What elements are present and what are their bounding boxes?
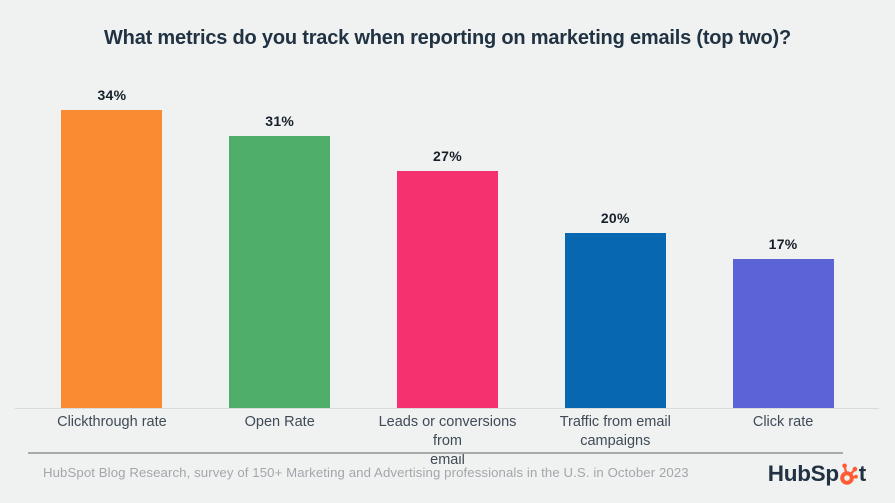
bar-value-label: 34%: [97, 87, 127, 104]
bar-group: 20%: [531, 75, 699, 408]
category-label: Clickthrough rate: [57, 414, 167, 430]
hubspot-sprocket-icon: [840, 463, 859, 485]
x-axis-labels: Clickthrough rate Open Rate Leads or conve…: [28, 413, 867, 470]
category-label: Leads or conversions from email: [378, 414, 517, 469]
bar: [229, 136, 331, 408]
bar-group: 34%: [28, 75, 196, 408]
bar-value-label: 17%: [768, 236, 798, 253]
bar-plot-area: 34% 31% 27% 20% 17%: [28, 75, 867, 408]
category-label: Open Rate: [244, 414, 315, 430]
bar-group: 31%: [196, 75, 364, 408]
source-note: HubSpot Blog Research, survey of 150+ Ma…: [43, 465, 689, 480]
bar-value-label: 27%: [433, 148, 462, 165]
bar-value-label: 31%: [265, 113, 295, 130]
logo-text-before: HubSp: [767, 461, 839, 486]
bar: [396, 171, 498, 408]
category-label: Click rate: [752, 414, 814, 430]
bar-value-label: 20%: [600, 209, 630, 226]
bar-group: 17%: [699, 75, 867, 408]
bar: [564, 232, 666, 408]
hubspot-logo: HubSp t: [767, 461, 867, 487]
category-label: Traffic from email campaigns: [559, 414, 671, 450]
logo-text-after: t: [858, 461, 867, 486]
chart-title: What metrics do you track when reporting…: [104, 27, 791, 49]
footer-divider: [28, 452, 843, 454]
bar: [732, 259, 834, 408]
bar: [61, 110, 163, 408]
bar-group: 27%: [364, 75, 532, 408]
x-axis-line: [15, 408, 879, 409]
